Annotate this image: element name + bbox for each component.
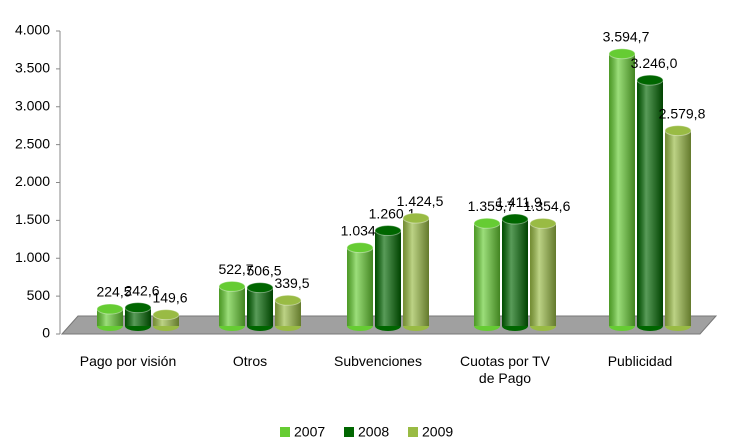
bar [152, 309, 180, 331]
bar-part [346, 242, 374, 254]
legend-label: 2007 [294, 424, 325, 440]
bar [124, 302, 152, 331]
bar-part [665, 130, 691, 326]
bar-part [502, 219, 528, 326]
bar-part [609, 53, 635, 326]
bar-part [529, 217, 557, 229]
value-label: 3.594,7 [603, 28, 650, 44]
bar-part [219, 286, 245, 326]
value-label: 242,6 [124, 282, 159, 298]
bar-part [375, 230, 401, 326]
y-tick-label: 500 [27, 287, 51, 303]
value-label: 1.354,6 [524, 198, 571, 214]
y-tick-label: 4.000 [15, 22, 50, 38]
x-tick-label: Cuotas por TV de Pago [460, 353, 551, 386]
bar-part [96, 303, 124, 315]
bar [374, 225, 402, 331]
bar-part [246, 282, 274, 294]
y-tick-label: 1.000 [15, 249, 50, 265]
bar-part [218, 280, 246, 292]
bar-part [402, 212, 430, 224]
y-tick-label: 1.500 [15, 211, 50, 227]
bar-part [125, 307, 151, 326]
x-tick-label: Publicidad [607, 353, 673, 369]
value-label: 149,6 [152, 289, 187, 305]
bar [529, 217, 557, 331]
bar [501, 213, 529, 331]
value-label: 522,7 [218, 261, 253, 277]
bar [218, 280, 246, 331]
bar-part [274, 294, 302, 306]
x-tick-label: Subvenciones [334, 353, 422, 369]
bar-part [637, 80, 663, 326]
y-tick-label: 2.500 [15, 135, 50, 151]
bar [274, 294, 302, 331]
bar-part [153, 314, 179, 326]
bar [346, 242, 374, 331]
value-label: 339,5 [274, 275, 309, 291]
value-label: 224,5 [96, 284, 131, 300]
y-tick-label: 2.000 [15, 173, 50, 189]
bar [636, 74, 664, 331]
bar-part [608, 48, 636, 60]
bar [96, 303, 124, 331]
bar-part [374, 225, 402, 237]
bar-part [474, 223, 500, 326]
bar-part [124, 302, 152, 314]
bar-part [664, 125, 692, 137]
legend-swatch [344, 427, 354, 437]
bar-part [501, 213, 529, 225]
x-tick-label: Otros [232, 353, 268, 369]
y-tick-label: 0 [42, 325, 50, 341]
bar-part [152, 309, 180, 321]
bar-part [247, 287, 273, 326]
legend-swatch [280, 427, 290, 437]
bar [246, 282, 274, 331]
value-label: 2.579,8 [659, 105, 706, 121]
legend-label: 2009 [422, 424, 453, 440]
bar-part [473, 217, 501, 229]
bar-part [636, 74, 664, 86]
value-label: 1.411,9 [496, 194, 542, 210]
bar [664, 125, 692, 331]
bar [608, 48, 636, 331]
value-label: 3.246,0 [631, 55, 678, 71]
bar-part [403, 218, 429, 326]
y-tick-label: 3.500 [15, 60, 50, 76]
bar [402, 212, 430, 331]
legend-swatch [408, 427, 418, 437]
value-label: 506,5 [246, 262, 281, 278]
legend-label: 2008 [358, 424, 389, 440]
value-label: 1.355,7 [468, 198, 515, 214]
bar-part [347, 247, 373, 326]
value-label: 1.424,5 [397, 193, 444, 209]
bar-part [530, 223, 556, 326]
x-tick-label: Pago por visión [79, 353, 177, 369]
bar [473, 217, 501, 331]
y-tick-label: 3.000 [15, 97, 50, 113]
